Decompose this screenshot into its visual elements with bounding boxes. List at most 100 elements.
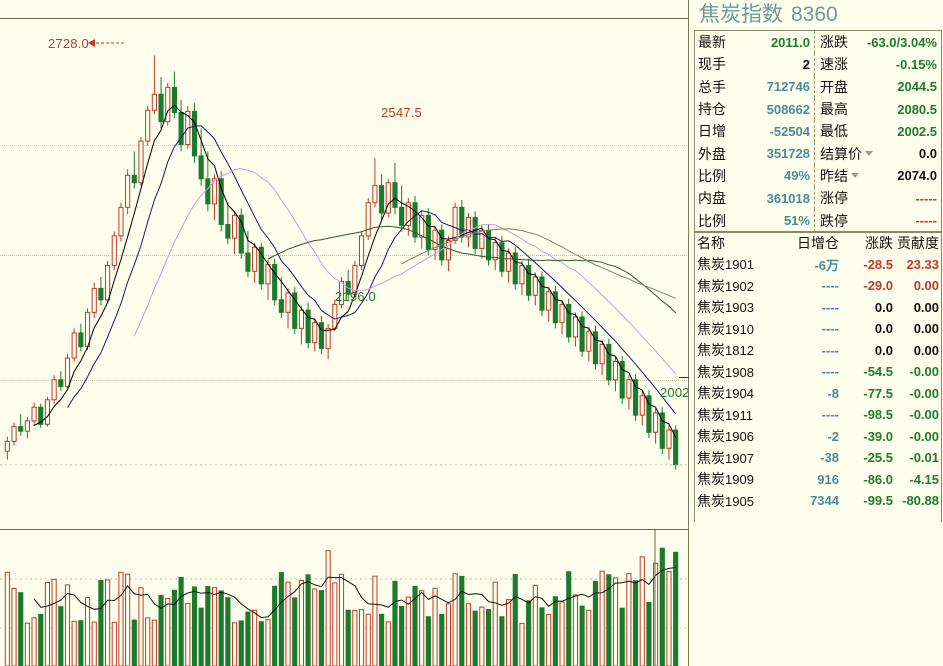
table-row[interactable]: 焦炭1812 ---- 0.0 0.00 <box>694 340 941 362</box>
table-row[interactable]: 焦炭1907 -38 -25.5 -0.01 <box>694 447 941 469</box>
annotation-arrow-icon <box>88 39 124 47</box>
chevron-down-icon[interactable] <box>865 151 873 157</box>
contribution: 0.00 <box>913 342 939 358</box>
price-change: -99.5 <box>863 493 893 509</box>
chart-top-rule <box>0 18 689 19</box>
table-row[interactable]: 焦炭1901 -6万 -28.5 23.33 <box>694 254 941 276</box>
contract-list[interactable]: 名称 日增仓 涨跌 贡献度 焦炭1901 -6万 -28.5 23.33 焦炭1902 ---- -… <box>694 232 941 512</box>
quote-row: 现手 2 速涨 -0.15% <box>695 53 941 76</box>
column-header-contribution[interactable]: 贡献度 <box>897 235 939 252</box>
daily-position-change: 916 <box>817 471 839 487</box>
table-row[interactable]: 焦炭1909 916 -86.0 -4.15 <box>694 469 941 491</box>
quote-grid-right-border <box>941 30 942 232</box>
quote-row: 比例 49% 昨结 2074.0 <box>695 164 941 188</box>
contract-suffix: 1909 <box>725 472 754 488</box>
price-gridline <box>0 255 689 256</box>
contract-suffix: 1911 <box>725 407 753 423</box>
quote-label: 跌停 <box>820 212 848 229</box>
quote-row: 比例 51% 跌停 ----- <box>695 209 941 232</box>
quote-label: 最低 <box>820 123 848 140</box>
price-panel[interactable] <box>0 0 689 529</box>
quote-cell-left: 比例 51% <box>695 209 815 232</box>
contract-suffix: 1812 <box>725 343 754 359</box>
table-row[interactable]: 焦炭1902 ---- -29.0 0.00 <box>694 275 941 297</box>
table-row[interactable]: 焦炭1911 ---- -98.5 -0.00 <box>694 404 941 426</box>
daily-position-change: ---- <box>821 278 839 294</box>
quote-value: 2011.0 <box>770 34 810 50</box>
contract-prefix: 焦炭 <box>697 277 725 294</box>
quote-label: 涨跌 <box>820 34 848 51</box>
contribution: -4.15 <box>909 471 939 487</box>
quote-label: 日增 <box>698 123 726 140</box>
contract-name: 焦炭1903 <box>697 297 777 317</box>
quote-label: 昨结 <box>820 167 848 184</box>
quote-cell-right: 涨停 ----- <box>815 187 941 209</box>
instrument-title: 焦炭指数 8360 <box>699 1 838 29</box>
chevron-down-icon[interactable] <box>851 173 859 179</box>
price-change: -86.0 <box>863 471 893 487</box>
quote-cell-right: 涨跌 -63.0/3.04% <box>815 31 941 53</box>
daily-position-change: -2 <box>827 428 839 444</box>
contract-name: 焦炭1910 <box>697 319 777 339</box>
quote-row: 持仓 508662 最高 2080.5 <box>695 97 941 121</box>
quote-cell-right: 最低 2002.5 <box>815 120 941 142</box>
quote-value: 51% <box>783 213 810 229</box>
contract-name: 焦炭1905 <box>697 491 777 511</box>
quote-grid: 最新 2011.0 涨跌 -63.0/3.04% 现手 2 速涨 -0.15% 总手 712746… <box>694 30 941 232</box>
chart-panel-divider <box>688 0 689 666</box>
chart-area[interactable]: 2728.0 2547.5 2196.0 2002.5 <box>0 0 701 666</box>
quote-label: 最高 <box>820 101 848 118</box>
contract-prefix: 焦炭 <box>697 449 725 466</box>
column-header-name[interactable]: 名称 <box>697 235 725 252</box>
quote-label: 速涨 <box>820 56 848 73</box>
contribution: 0.00 <box>913 321 939 337</box>
daily-position-change: 7344 <box>810 493 839 509</box>
quote-value: 0.0 <box>918 146 937 162</box>
price-gridline <box>0 380 689 381</box>
contract-name: 焦炭1904 <box>697 383 777 403</box>
annotation-swing-high-2: 2547.5 <box>381 105 422 120</box>
table-row[interactable]: 焦炭1905 7344 -99.5 -80.88 <box>694 490 941 512</box>
price-change: -77.5 <box>863 385 893 401</box>
contract-suffix: 1902 <box>725 278 754 294</box>
quote-value: ----- <box>915 190 937 206</box>
quote-cell-right: 开盘 2044.5 <box>815 76 941 98</box>
contract-name: 焦炭1907 <box>697 448 777 468</box>
quote-label: 内盘 <box>698 190 726 207</box>
column-header-position[interactable]: 日增仓 <box>797 235 839 252</box>
contract-prefix: 焦炭 <box>697 342 725 359</box>
contract-prefix: 焦炭 <box>697 471 725 488</box>
contract-name: 焦炭1812 <box>697 340 777 360</box>
table-row[interactable]: 焦炭1906 -2 -39.0 -0.00 <box>694 426 941 448</box>
quote-row: 最新 2011.0 涨跌 -63.0/3.04% <box>695 31 941 54</box>
daily-position-change: ---- <box>821 299 839 315</box>
table-row[interactable]: 焦炭1908 ---- -54.5 -0.00 <box>694 361 941 383</box>
quote-value: 361018 <box>766 190 810 206</box>
contribution: -0.00 <box>909 385 939 401</box>
annotation-swing-low: 2196.0 <box>335 289 376 304</box>
column-header-change[interactable]: 涨跌 <box>865 235 893 252</box>
quote-value: 351728 <box>766 146 810 162</box>
daily-position-change: ---- <box>821 407 839 423</box>
quote-label: 现手 <box>698 56 726 73</box>
price-change: -98.5 <box>863 407 893 423</box>
contract-prefix: 焦炭 <box>697 363 725 380</box>
quote-grid-bottom-border <box>694 231 942 232</box>
panel-divider <box>0 529 689 530</box>
table-row[interactable]: 焦炭1904 -8 -77.5 -0.00 <box>694 383 941 405</box>
contract-name: 焦炭1906 <box>697 426 777 446</box>
quote-value: ----- <box>915 213 937 229</box>
quote-label: 比例 <box>698 212 726 229</box>
contract-suffix: 1910 <box>725 321 754 337</box>
quote-value: 2074.0 <box>897 168 937 184</box>
volume-panel[interactable] <box>0 530 689 666</box>
table-row[interactable]: 焦炭1910 ---- 0.0 0.00 <box>694 318 941 340</box>
quote-label: 外盘 <box>698 145 726 162</box>
quote-cell-right: 结算价 0.0 <box>815 142 941 164</box>
quote-value: 2 <box>802 56 810 72</box>
quote-cell-left: 外盘 351728 <box>695 142 815 165</box>
table-row[interactable]: 焦炭1903 ---- 0.0 0.00 <box>694 297 941 319</box>
instrument-name: 焦炭指数 <box>699 3 783 26</box>
contribution: 0.00 <box>913 299 939 315</box>
